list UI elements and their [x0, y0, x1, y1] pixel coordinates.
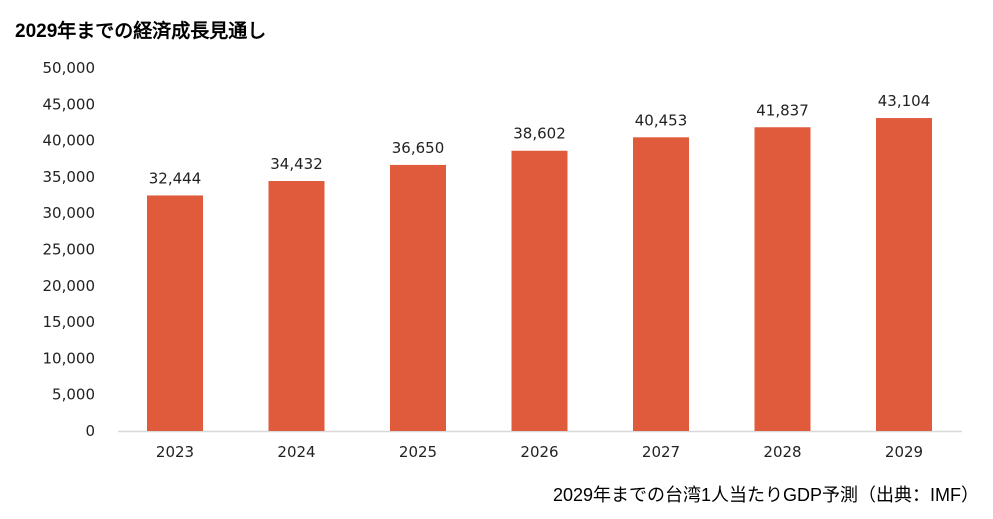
- x-tick-label: 2029: [885, 443, 923, 461]
- data-label: 32,444: [149, 169, 202, 187]
- y-tick-label: 40,000: [43, 132, 96, 150]
- y-tick-label: 30,000: [43, 204, 96, 222]
- bar-2028: [754, 127, 811, 432]
- chart-caption: 2029年までの台湾1人当たりGDP予測（出典：IMF）: [552, 485, 979, 505]
- bar-2029: [876, 118, 932, 432]
- x-tick-label: 2028: [763, 443, 801, 461]
- y-tick-label: 45,000: [43, 95, 96, 113]
- y-tick-label: 20,000: [43, 277, 96, 295]
- x-tick-label: 2024: [277, 443, 315, 461]
- x-tick-label: 2025: [399, 443, 437, 461]
- bar-2027: [633, 137, 689, 431]
- data-label: 43,104: [878, 92, 931, 110]
- data-label: 34,432: [270, 155, 323, 173]
- x-tick-label: 2027: [642, 443, 680, 461]
- y-tick-label: 5,000: [52, 386, 95, 404]
- data-label: 40,453: [635, 111, 688, 129]
- y-tick-label: 0: [85, 422, 95, 440]
- data-label: 41,837: [756, 101, 809, 119]
- chart-title: 2029年までの経済成長見通し: [15, 21, 267, 42]
- y-tick-label: 35,000: [43, 168, 96, 186]
- x-tick-label: 2026: [520, 443, 558, 461]
- bar-2026: [511, 150, 568, 431]
- y-tick-label: 15,000: [43, 313, 96, 331]
- y-tick-label: 25,000: [43, 241, 96, 259]
- data-label: 36,650: [392, 139, 445, 157]
- x-tick-label: 2023: [156, 443, 194, 461]
- bar-2024: [268, 181, 325, 431]
- data-label: 38,602: [513, 125, 566, 143]
- bar-2023: [147, 195, 203, 431]
- y-tick-label: 50,000: [43, 59, 96, 77]
- bar-2025: [390, 164, 446, 431]
- y-tick-label: 10,000: [43, 349, 96, 367]
